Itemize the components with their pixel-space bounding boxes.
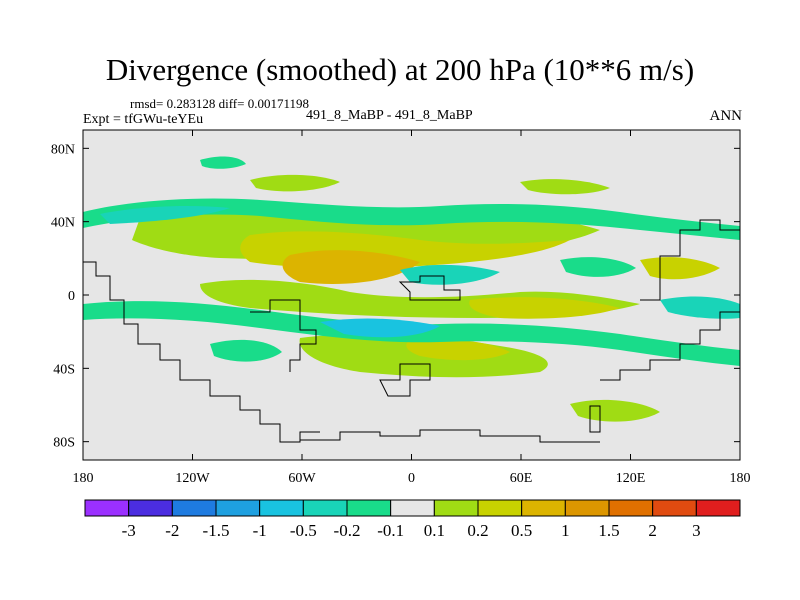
colorbar-label: -2	[165, 521, 179, 540]
divergence-south-mid	[406, 338, 510, 361]
experiment-label: Expt = tfGWu-teYEu	[83, 112, 204, 127]
coastline-south-america	[250, 299, 317, 372]
colorbar-label: 0.1	[424, 521, 445, 540]
colorbar-swatch	[346, 499, 392, 517]
colorbar-label: 3	[692, 521, 701, 540]
colorbar-swatch	[477, 499, 523, 517]
convergence-band-north-core	[100, 206, 230, 224]
coastline-southern-africa	[379, 363, 431, 397]
divergence-southern-ocean	[570, 399, 660, 422]
coastline-australia	[600, 311, 740, 381]
colorbar-swatch	[171, 499, 217, 517]
colorbar-label: -3	[122, 521, 136, 540]
colorbar-label: -1.5	[203, 521, 230, 540]
colorbar-swatch	[128, 499, 173, 517]
axis-ticks: 80N 40N 0 40S 80S 180 120W 60W 0 60E 120E 180	[51, 130, 751, 486]
divergence-equator-mid	[469, 297, 620, 319]
convergence-indian-ocean	[560, 257, 636, 277]
convergence-equator-east	[400, 264, 500, 285]
lon-tick-label: 120E	[616, 471, 646, 486]
divergence-north-pacific	[520, 179, 610, 195]
lat-tick-label: 80S	[53, 436, 75, 451]
lat-tick-label: 80N	[51, 142, 75, 157]
lon-tick-label: 0	[408, 471, 415, 486]
colorbar-label: -0.2	[334, 521, 361, 540]
convergence-band-north	[83, 198, 740, 240]
colorbar-swatch	[564, 499, 610, 517]
colorbar-label: -1	[253, 521, 267, 540]
colorbar-swatch	[84, 499, 130, 517]
subtitle: 491_8_MaBP - 491_8_MaBP	[306, 108, 473, 123]
colorbar-swatch	[521, 499, 566, 517]
divergence-field	[83, 156, 740, 422]
colorbar-label: 0.5	[511, 521, 532, 540]
colorbar-label: 1	[561, 521, 570, 540]
colorbar-swatch	[652, 499, 697, 517]
coastline-antarctica	[300, 429, 600, 443]
convergence-north-high-lat	[200, 156, 246, 169]
convergence-south-core	[320, 318, 440, 338]
season-label: ANN	[709, 108, 743, 124]
coastline-new-zealand	[589, 405, 601, 433]
colorbar-label: 0.2	[467, 521, 488, 540]
colorbar-label: -0.1	[377, 521, 404, 540]
lon-tick-label: 60E	[510, 471, 533, 486]
colorbar-label: 1.5	[598, 521, 619, 540]
colorbar-swatch	[215, 499, 261, 517]
divergence-north-high-lat	[250, 174, 340, 192]
coastline-americas	[83, 261, 320, 443]
coastline-asia	[640, 219, 740, 301]
colorbar-swatch	[695, 499, 741, 517]
colorbar-swatch	[259, 499, 304, 517]
lat-tick-label: 0	[68, 289, 75, 304]
colorbar-label: 2	[648, 521, 657, 540]
coastline-africa	[398, 275, 461, 301]
colorbar-label: -0.5	[290, 521, 317, 540]
plot-title: Divergence (smoothed) at 200 hPa (10**6 …	[105, 52, 695, 87]
lat-tick-label: 40N	[51, 216, 75, 231]
lon-tick-label: 180	[730, 471, 751, 486]
colorbar: -3 -2 -1.5 -1 -0.5 -0.2 -0.1 0.1 0.2 0.5 1 1.5 2 3	[84, 499, 741, 540]
colorbar-swatch	[433, 499, 479, 517]
lat-tick-label: 40S	[53, 362, 75, 377]
colorbar-swatch	[302, 499, 348, 517]
lon-tick-label: 60W	[288, 471, 316, 486]
colorbar-swatch	[608, 499, 654, 517]
lon-tick-label: 180	[73, 471, 94, 486]
lon-tick-label: 120W	[175, 471, 210, 486]
coastlines	[83, 219, 740, 443]
convergence-south-america	[210, 339, 282, 362]
stats-line: rmsd= 0.283128 diff= 0.00171198	[130, 96, 309, 111]
divergence-core-africa	[282, 250, 420, 284]
colorbar-swatch	[390, 499, 435, 517]
